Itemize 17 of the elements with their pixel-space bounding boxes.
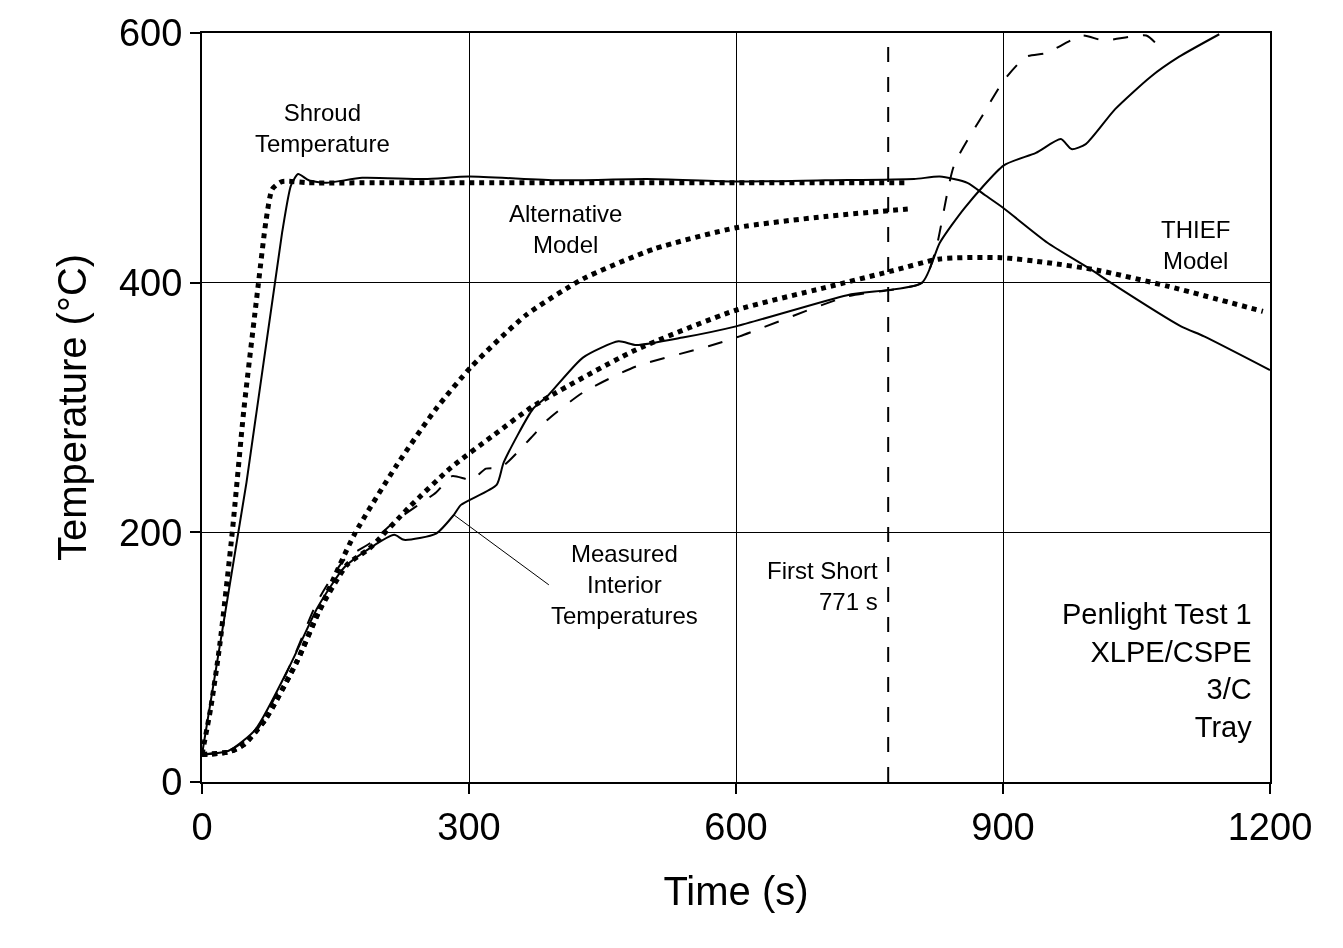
y-tick-label: 600 — [118, 12, 183, 55]
ref-line-label: First Short 771 s — [767, 557, 879, 616]
annotation: THIEF Model — [1161, 216, 1231, 275]
y-tick-label: 0 — [161, 761, 183, 804]
annotation: Alternative Model — [509, 200, 623, 259]
x-tick-label: 300 — [437, 805, 501, 848]
y-tick-label: 400 — [118, 261, 183, 304]
x-tick-label: 600 — [704, 805, 768, 848]
annotation: Shroud Temperature — [255, 99, 390, 158]
y-tick-label: 200 — [118, 511, 183, 554]
x-tick-label: 0 — [191, 805, 213, 848]
annotation: Penlight Test 1 XLPE/CSPE 3/C Tray — [1062, 598, 1253, 744]
annotation: Measured Interior Temperatures — [551, 540, 698, 630]
y-axis-title: Temperature (°C) — [49, 253, 94, 562]
x-axis-title: Time (s) — [663, 868, 809, 913]
x-tick-label: 900 — [971, 805, 1035, 848]
x-tick-label: 1200 — [1227, 805, 1313, 848]
